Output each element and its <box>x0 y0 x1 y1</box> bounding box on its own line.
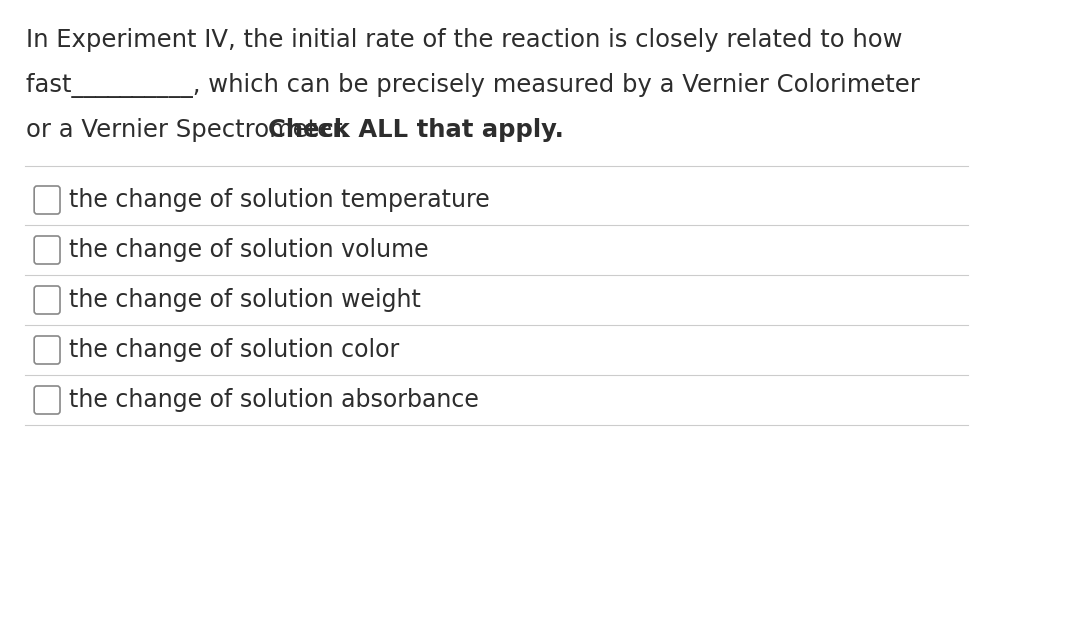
Text: Check ALL that apply.: Check ALL that apply. <box>268 118 563 142</box>
Text: fast__________, which can be precisely measured by a Vernier Colorimeter: fast__________, which can be precisely m… <box>26 72 920 98</box>
Text: In Experiment IV, the initial rate of the reaction is closely related to how: In Experiment IV, the initial rate of th… <box>26 28 902 52</box>
FancyBboxPatch shape <box>34 336 60 364</box>
Text: the change of solution volume: the change of solution volume <box>69 238 429 262</box>
Text: the change of solution absorbance: the change of solution absorbance <box>69 388 479 412</box>
FancyBboxPatch shape <box>34 236 60 264</box>
FancyBboxPatch shape <box>34 186 60 214</box>
Text: the change of solution weight: the change of solution weight <box>69 288 421 312</box>
FancyBboxPatch shape <box>34 286 60 314</box>
Text: the change of solution color: the change of solution color <box>69 338 400 362</box>
FancyBboxPatch shape <box>34 386 60 414</box>
Text: or a Vernier Spectrometer.: or a Vernier Spectrometer. <box>26 118 356 142</box>
Text: the change of solution temperature: the change of solution temperature <box>69 188 490 212</box>
